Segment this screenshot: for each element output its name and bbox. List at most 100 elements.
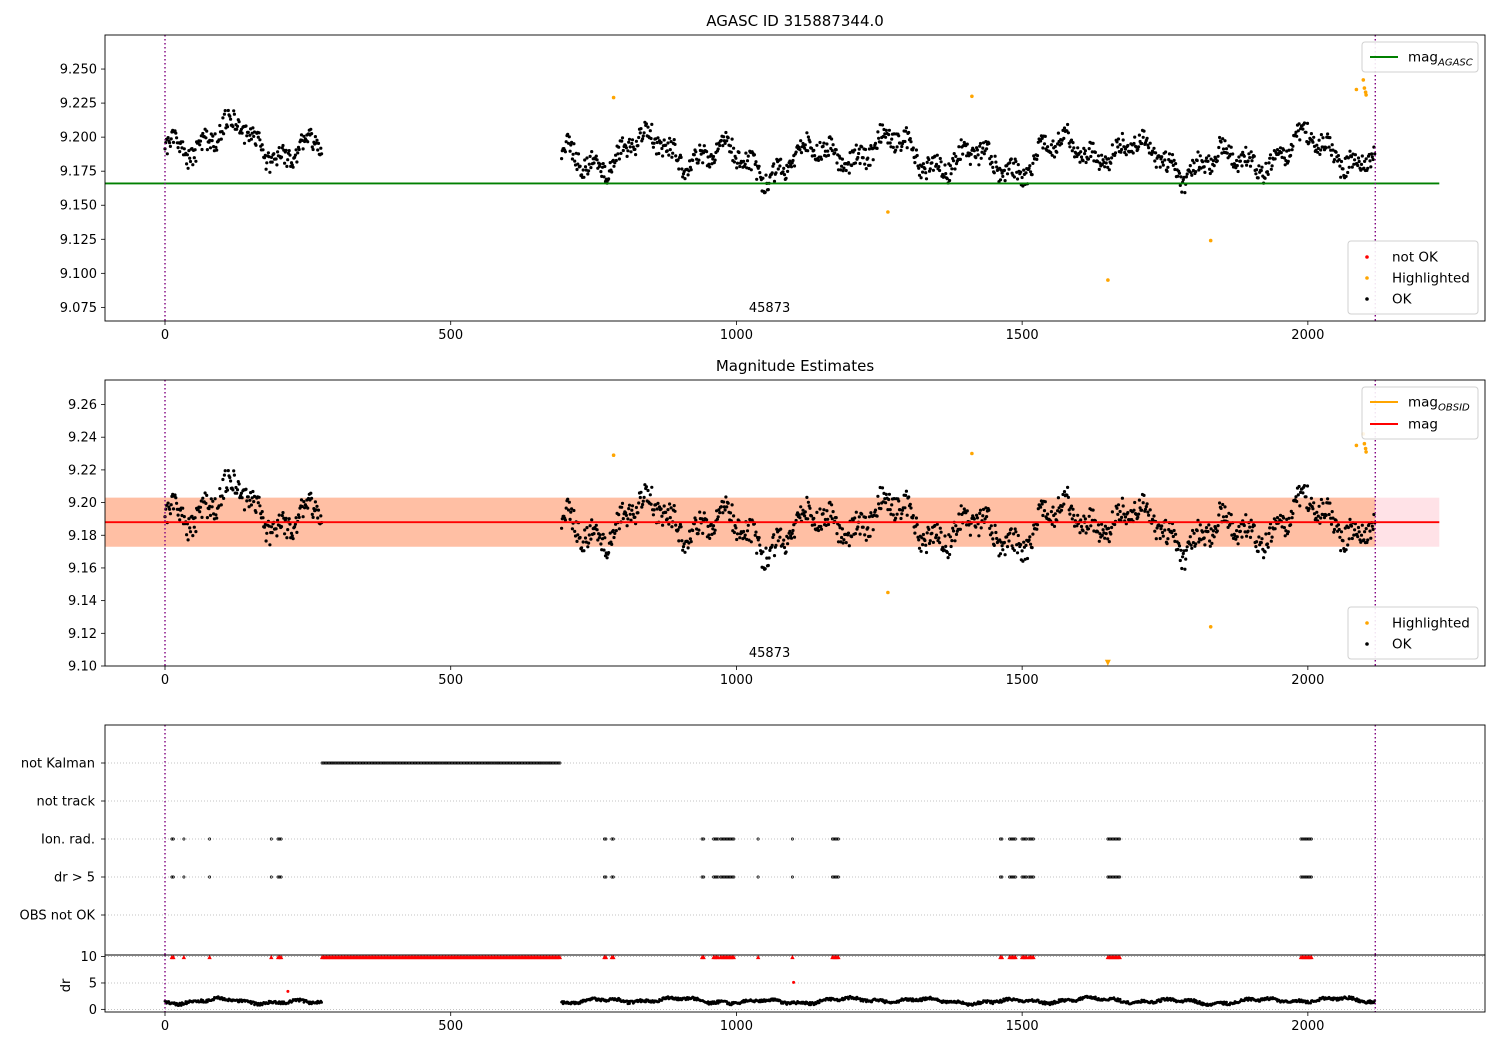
mid-ok-point xyxy=(1020,549,1024,553)
top-ok-point xyxy=(978,141,983,146)
mid-ok-point xyxy=(284,516,288,521)
top-ok-point xyxy=(994,160,998,164)
top-ok-point xyxy=(784,176,788,180)
mid-ok-point xyxy=(854,510,858,514)
top-frame xyxy=(104,34,1486,322)
flags-point xyxy=(208,875,212,879)
flags-point xyxy=(322,761,326,765)
mid-ok-point xyxy=(581,540,585,544)
mid-ok-point xyxy=(599,542,603,546)
top-ok-point xyxy=(188,159,193,164)
mid-ok-point xyxy=(1171,534,1175,539)
mid-ok-point xyxy=(1013,527,1017,531)
top-ok-point xyxy=(742,159,746,163)
top-ok-point xyxy=(1241,150,1245,154)
mid-ok-point xyxy=(1347,537,1351,541)
mid-ok-point xyxy=(567,500,571,504)
mid-ok-point xyxy=(640,505,644,509)
flags-point xyxy=(433,761,437,765)
top-xtick-label: 500 xyxy=(438,328,463,343)
flags-point xyxy=(479,761,483,765)
top-ok-point xyxy=(766,188,770,192)
top-ok-point xyxy=(667,153,671,157)
dr-point xyxy=(660,999,664,1002)
mid-ok-point xyxy=(1268,526,1272,530)
flags-point xyxy=(1115,837,1119,841)
top-ok-point xyxy=(774,171,778,175)
flags-point xyxy=(756,837,760,841)
mid-ok-point xyxy=(1330,510,1334,514)
mid-ok-point xyxy=(1012,548,1017,553)
mid-ok-point xyxy=(594,523,598,527)
top-ok-point xyxy=(755,177,759,181)
mid-ok-point xyxy=(789,534,793,538)
flags-point xyxy=(836,875,840,879)
top-ok-point xyxy=(175,136,179,140)
flags-point xyxy=(506,761,510,765)
top-ok-point xyxy=(982,152,986,156)
mid-ok-point xyxy=(1144,505,1148,509)
flags-point xyxy=(445,761,449,765)
top-ok-point xyxy=(1015,177,1020,181)
mid-ok-point xyxy=(1372,512,1376,517)
top-ok-point xyxy=(1337,158,1341,162)
mid-ok-point xyxy=(617,513,621,517)
mid-ok-point xyxy=(813,523,817,527)
flags-point xyxy=(354,761,358,765)
mid-ok-point xyxy=(880,486,885,490)
top-ok-point xyxy=(1035,154,1040,158)
top-ok-point xyxy=(1263,176,1267,180)
flags-point xyxy=(182,837,186,841)
top-ok-point xyxy=(223,109,227,113)
mid-ok-point xyxy=(1297,484,1301,489)
mid-ok-point xyxy=(1012,532,1016,536)
flags-point xyxy=(363,761,367,765)
top-ok-point xyxy=(863,147,868,152)
top-ok-point xyxy=(861,156,865,160)
top-ok-point xyxy=(1079,150,1083,154)
top-ok-point xyxy=(1079,155,1084,159)
top-legend-lines: magAGASC xyxy=(1361,41,1479,73)
dr-point xyxy=(1306,999,1309,1003)
flags-point xyxy=(380,761,384,765)
top-ok-point xyxy=(844,168,848,173)
top-ok-point xyxy=(1221,137,1225,141)
mid-ok-point xyxy=(778,535,782,539)
mid-ok-point xyxy=(1244,513,1248,517)
top-ok-point xyxy=(1201,160,1205,164)
mid-ok-point xyxy=(864,538,868,542)
mid-ok-point xyxy=(708,536,712,541)
mid-ok-point xyxy=(1362,538,1366,542)
mid-ok-point xyxy=(1176,547,1180,552)
mid-ok-point xyxy=(1060,504,1064,508)
mid-ok-point xyxy=(1319,497,1323,502)
mid-ok-point xyxy=(1263,550,1267,554)
top-ok-point xyxy=(1062,126,1067,130)
mid-ok-point xyxy=(575,539,579,544)
mid-ok-point xyxy=(637,501,641,505)
dr-point xyxy=(1159,1000,1163,1003)
flags-point xyxy=(415,761,419,765)
mid-ok-point xyxy=(229,479,233,483)
mid-ok-point xyxy=(1062,490,1067,494)
top-ok-point xyxy=(707,162,711,166)
mid-ok-point xyxy=(1265,542,1269,546)
mid-ok-point xyxy=(1242,523,1246,528)
top-ok-point xyxy=(1158,165,1162,169)
mid-ok-point xyxy=(250,496,254,500)
mid-ok-point xyxy=(1290,516,1294,520)
top-ok-point xyxy=(798,148,802,152)
top-ok-point xyxy=(208,146,213,150)
top-ok-point xyxy=(1137,145,1141,149)
top-ok-point xyxy=(627,137,632,141)
mid-ok-point xyxy=(667,522,671,526)
top-ok-point xyxy=(637,135,641,140)
mid-ok-point xyxy=(803,510,807,514)
mid-ok-point xyxy=(1326,497,1330,501)
mid-ok-point xyxy=(659,507,663,511)
top-ok-point xyxy=(1246,159,1250,163)
top-ok-point xyxy=(228,114,232,118)
top-highlighted-point xyxy=(970,94,974,99)
mid-ok-point xyxy=(1120,515,1124,520)
